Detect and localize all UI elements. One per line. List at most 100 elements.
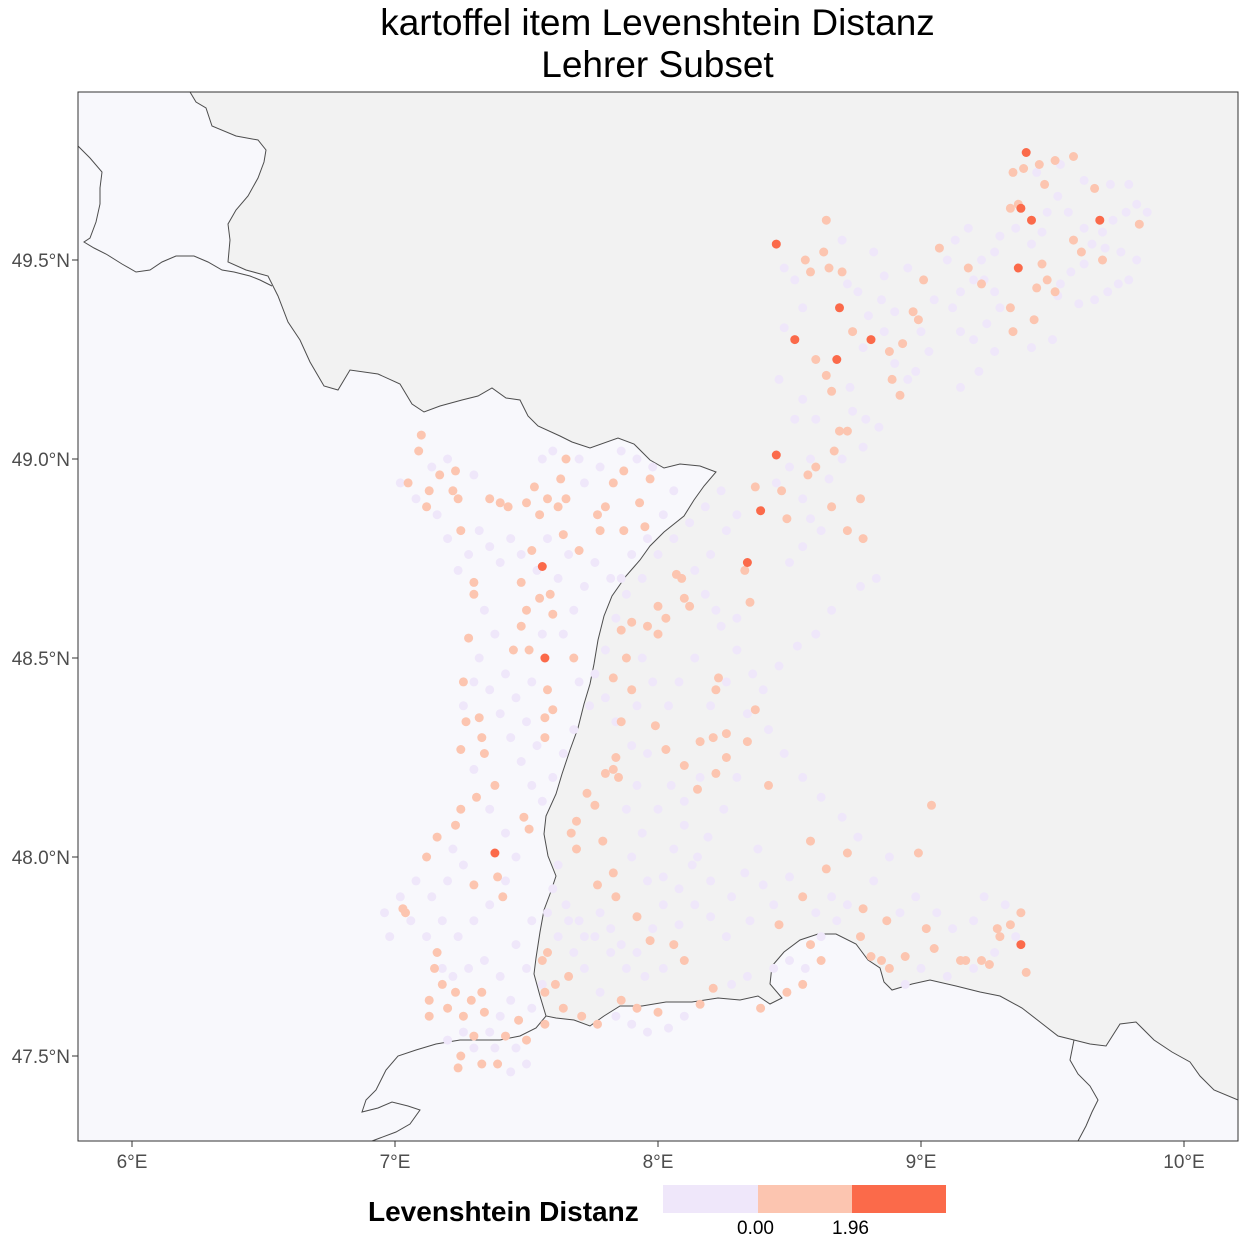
data-point-low (600, 693, 610, 703)
data-point-mid (543, 948, 552, 957)
data-point-low (911, 366, 921, 376)
data-point-low (569, 725, 579, 735)
data-point-mid (611, 892, 621, 902)
data-point-low (485, 542, 495, 552)
data-point-low (606, 924, 616, 934)
data-point-low (511, 693, 521, 703)
data-point-mid (877, 956, 886, 965)
data-point-mid (1076, 247, 1086, 257)
data-point-low (558, 629, 568, 639)
data-point-mid (548, 705, 558, 715)
data-point-mid (469, 1031, 479, 1041)
y-axis: 49.5°N 49.0°N 48.5°N 48.0°N 47.5°N (12, 251, 78, 1068)
data-point-mid (600, 502, 610, 512)
legend-key-low (663, 1185, 758, 1213)
data-point-low (779, 263, 789, 273)
data-point-low (432, 510, 442, 520)
data-point-low (640, 971, 650, 981)
data-point-mid (608, 868, 618, 878)
data-point-low (1090, 295, 1100, 305)
data-point-mid (614, 772, 623, 782)
data-point-mid (837, 267, 847, 277)
data-point-low (1103, 287, 1113, 297)
data-point-mid (422, 852, 432, 862)
data-point-low (443, 876, 453, 886)
data-point-mid (1019, 164, 1029, 173)
data-point-low (974, 366, 984, 376)
data-point-low (800, 963, 810, 973)
data-point-low (929, 295, 939, 305)
country-border-west (77, 145, 273, 287)
data-point-low (877, 295, 886, 305)
data-point-low (774, 661, 784, 671)
data-point-low (790, 275, 800, 285)
data-point-low (869, 247, 879, 257)
data-point-high (742, 558, 752, 567)
legend-key-mid (758, 1185, 852, 1213)
data-point-low (785, 956, 794, 965)
data-point-mid (574, 546, 584, 555)
data-point-low (948, 924, 958, 934)
data-point-low (611, 1011, 621, 1021)
data-point-mid (477, 1059, 487, 1069)
data-point-low (1011, 932, 1021, 942)
data-point-low (706, 876, 716, 886)
data-point-low (956, 327, 965, 337)
data-point-mid (695, 737, 705, 747)
data-point-low (511, 940, 521, 950)
data-point-low (740, 868, 750, 878)
data-point-low (779, 323, 789, 333)
data-point-low (716, 621, 726, 631)
data-point-mid (695, 999, 705, 1009)
data-point-low (658, 510, 668, 520)
data-point-low (824, 474, 834, 484)
data-point-low (564, 550, 574, 559)
data-point-mid (1005, 920, 1015, 930)
data-point-mid (1069, 152, 1078, 161)
data-point-mid (543, 494, 552, 504)
data-point-mid (821, 215, 831, 225)
data-point-low (792, 641, 802, 651)
data-point-low (648, 462, 658, 472)
data-point-low (406, 916, 416, 926)
data-point-mid (448, 486, 458, 496)
data-point-mid (961, 956, 971, 965)
data-point-low (579, 963, 589, 973)
data-point-mid (516, 577, 526, 587)
data-point-mid (708, 983, 718, 993)
data-point-mid (740, 565, 750, 575)
data-point-low (458, 1027, 468, 1037)
data-point-low (758, 685, 768, 695)
data-point-mid (403, 478, 413, 488)
data-point-low (727, 979, 737, 989)
data-point-mid (550, 979, 560, 989)
data-point-mid (608, 764, 618, 774)
data-point-mid (1042, 275, 1052, 285)
data-point-low (816, 792, 826, 802)
data-point-mid (437, 979, 447, 989)
data-point-low (1032, 167, 1042, 177)
data-point-mid (856, 494, 865, 504)
y-tick-label: 48.0°N (12, 848, 70, 869)
data-point-low (1027, 343, 1036, 353)
data-point-low (1113, 279, 1123, 289)
data-point-mid (522, 498, 531, 508)
data-point-low (653, 550, 663, 559)
data-point-low (537, 454, 547, 464)
data-point-mid (432, 832, 442, 842)
data-point-mid (827, 502, 837, 512)
data-point-low (658, 900, 668, 910)
data-point-mid (456, 1051, 466, 1061)
data-point-mid (572, 844, 581, 854)
data-point-mid (1005, 203, 1015, 213)
data-point-low (811, 414, 821, 424)
data-point-low (495, 558, 505, 567)
data-point-low (911, 892, 921, 902)
data-point-mid (895, 390, 905, 400)
data-point-low (522, 717, 531, 727)
data-point-low (543, 534, 552, 544)
data-point-low (632, 454, 642, 464)
data-point-low (837, 454, 847, 464)
legend-break-label: 1.96 (832, 1218, 869, 1239)
data-point-low (395, 892, 405, 902)
